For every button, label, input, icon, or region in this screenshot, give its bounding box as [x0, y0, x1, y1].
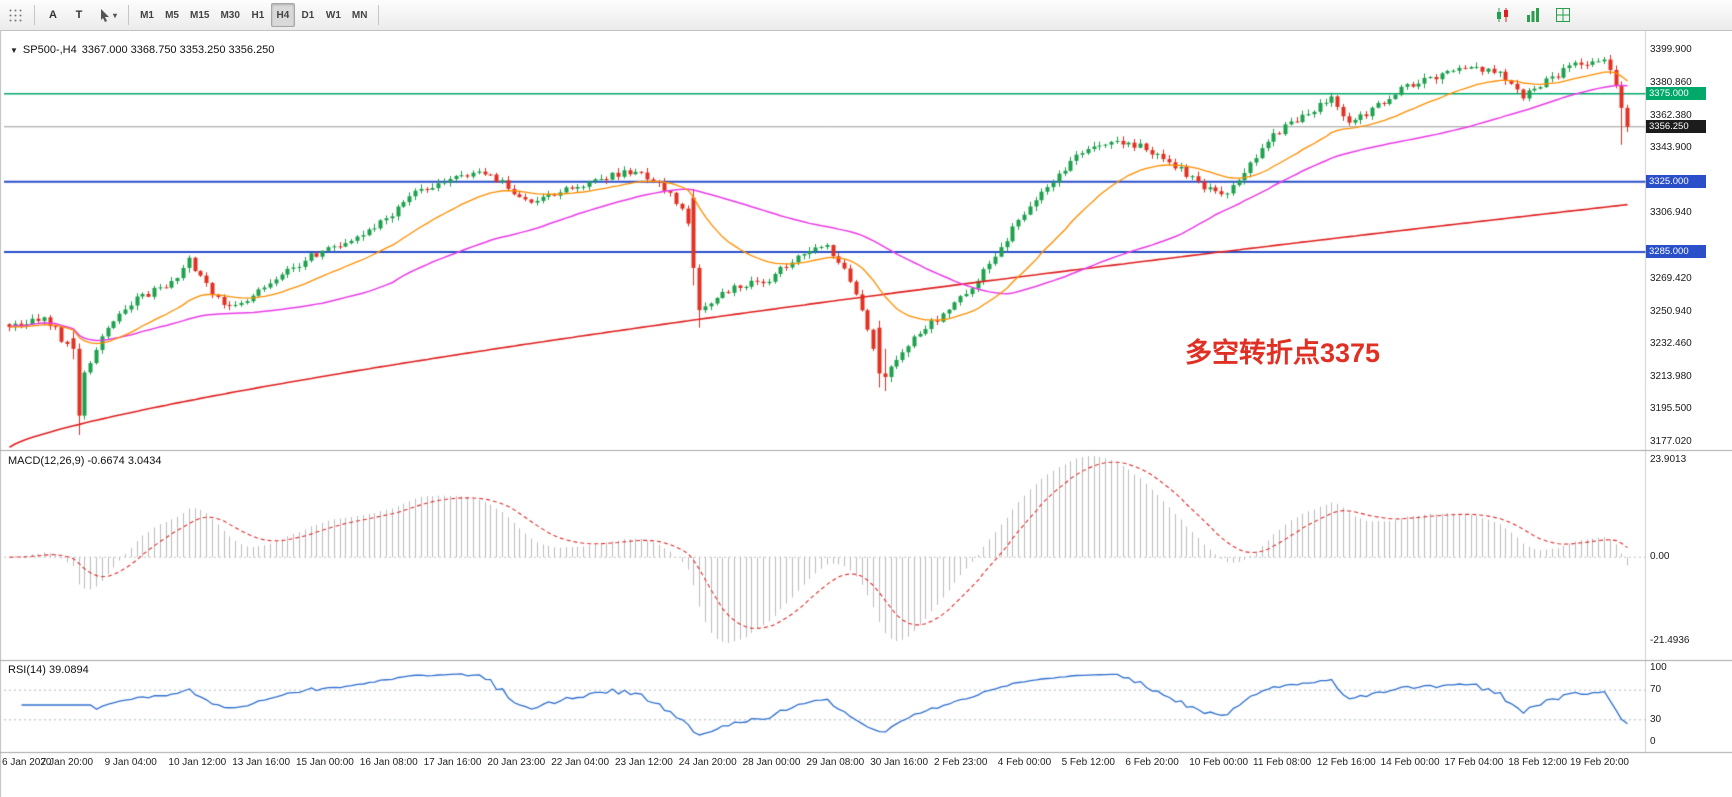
time-axis-label: 29 Jan 08:00 [806, 757, 865, 768]
time-axis-label: 23 Jan 12:00 [615, 757, 673, 768]
time-axis-label: 2 Feb 23:00 [934, 757, 988, 768]
time-axis-label: 17 Feb 04:00 [1444, 757, 1504, 768]
chart-grid-icon[interactable] [1550, 3, 1576, 27]
cursor-tool-icon [101, 9, 109, 22]
time-axis-label: 14 Feb 00:00 [1380, 757, 1440, 768]
rsi-axis-label: 100 [1650, 662, 1667, 673]
timeframe-button-d1[interactable]: D1 [296, 3, 320, 27]
time-axis-label: 12 Feb 16:00 [1316, 757, 1376, 768]
price-axis-label: 3362.380 [1650, 109, 1692, 121]
timeframe-button-w1[interactable]: W1 [321, 3, 346, 27]
timeframe-button-m15[interactable]: M15 [185, 3, 214, 27]
rsi-axis-label: 0 [1650, 736, 1656, 747]
bar-chart-icon[interactable] [1520, 3, 1546, 27]
time-axis-label: 18 Feb 12:00 [1508, 757, 1568, 768]
macd-axis-zero-label: 0.00 [1650, 551, 1670, 563]
text-tool-button[interactable]: T [67, 3, 91, 27]
chevron-down-icon: ▾ [113, 10, 118, 20]
time-axis-label: 20 Jan 23:00 [487, 757, 546, 768]
time-axis-label: 28 Jan 00:00 [742, 757, 801, 768]
time-axis-label: 15 Jan 00:00 [296, 757, 354, 768]
time-axis-label: 22 Jan 04:00 [551, 757, 610, 768]
timeframe-button-h1[interactable]: H1 [246, 3, 270, 27]
toolbar-separator [378, 5, 380, 25]
price-tag-3285.000: 3285.000 [1646, 245, 1706, 259]
symbol-label: ▼ SP500-,H4 3367.000 3368.750 3353.250 3… [10, 44, 274, 56]
price-axis-label: 3177.020 [1650, 436, 1692, 447]
price-axis-label: 3343.900 [1650, 142, 1692, 154]
rsi-axis-label: 30 [1650, 713, 1662, 725]
price-axis-label: 3232.460 [1650, 338, 1692, 350]
time-axis-label: 30 Jan 16:00 [870, 757, 929, 768]
symbol-ohlc: 3367.000 3368.750 3353.250 3356.250 [81, 44, 275, 56]
time-axis-label: 9 Jan 04:00 [104, 757, 157, 768]
price-axis-label: 3306.940 [1650, 207, 1692, 219]
time-axis-label: 24 Jan 20:00 [678, 757, 737, 768]
toolbar-separator [128, 5, 130, 25]
symbol-name: SP500-,H4 [22, 44, 77, 56]
price-axis-label: 3213.980 [1650, 370, 1692, 382]
time-axis-label: 17 Jan 16:00 [423, 757, 482, 768]
price-axis-label: 3269.420 [1650, 273, 1692, 285]
chart-area: ▼ SP500-,H4 3367.000 3368.750 3353.250 3… [0, 31, 1732, 797]
time-axis-label: 6 Jan 2020 [2, 757, 52, 768]
price-axis-label: 3380.860 [1650, 77, 1692, 89]
macd-indicator-label: MACD(12,26,9) -0.6674 3.0434 [8, 455, 162, 467]
rsi-indicator-label: RSI(14) 39.0894 [8, 664, 89, 676]
timeframe-button-m1[interactable]: M1 [135, 3, 159, 27]
time-axis-label: 11 Feb 08:00 [1253, 757, 1312, 768]
time-axis-label: 19 Feb 20:00 [1570, 757, 1629, 768]
timeframe-button-h4[interactable]: H4 [270, 3, 295, 27]
candlestick-chart-icon[interactable] [1490, 3, 1516, 27]
price-axis-label: 3399.900 [1650, 44, 1692, 55]
time-axis-label: 7 Jan 20:00 [40, 757, 94, 768]
time-axis-label: 16 Jan 08:00 [359, 757, 418, 768]
timeframe-group: M1 M5 M15 M30 H1 H4 D1 W1 MN [135, 3, 372, 27]
pattern-grid-icon[interactable] [3, 3, 28, 27]
collapse-arrow-icon[interactable]: ▼ [10, 45, 18, 55]
toolbar: A T ▾ M1 M5 M15 M30 H1 H4 D1 W1 MN [0, 0, 1732, 31]
macd-axis-max-label: 23.9013 [1650, 454, 1687, 465]
price-axis-label: 3250.940 [1650, 305, 1692, 317]
time-axis-label: 10 Jan 12:00 [168, 757, 227, 768]
timeframe-button-m30[interactable]: M30 [215, 3, 244, 27]
rsi-axis-label: 70 [1650, 684, 1662, 696]
toolbar-right-icons [1490, 3, 1576, 27]
chart-canvas[interactable] [0, 31, 1732, 797]
pattern-grid-icon [9, 9, 22, 21]
time-axis-label: 13 Jan 16:00 [232, 757, 291, 768]
timeframe-button-m5[interactable]: M5 [160, 3, 184, 27]
cursor-tool-button[interactable]: ▾ [93, 3, 122, 27]
time-axis-label: 4 Feb 00:00 [997, 757, 1052, 768]
chart-text-annotation[interactable]: 多空转折点3375 [1185, 338, 1381, 368]
time-axis-label: 5 Feb 12:00 [1061, 757, 1115, 768]
time-axis-label: 10 Feb 00:00 [1189, 757, 1249, 768]
macd-axis-min-label: -21.4936 [1650, 635, 1690, 646]
timeframe-button-mn[interactable]: MN [347, 3, 373, 27]
time-axis-label: 6 Feb 20:00 [1125, 757, 1179, 768]
current-price-tag: 3356.250 [1646, 119, 1706, 133]
toolbar-separator [34, 5, 35, 25]
arrow-tool-button[interactable]: A [41, 3, 65, 27]
price-axis-label: 3195.500 [1650, 403, 1692, 415]
price-tag-3325.000: 3325.000 [1646, 174, 1706, 188]
price-tag-3375.000: 3375.000 [1646, 86, 1706, 100]
